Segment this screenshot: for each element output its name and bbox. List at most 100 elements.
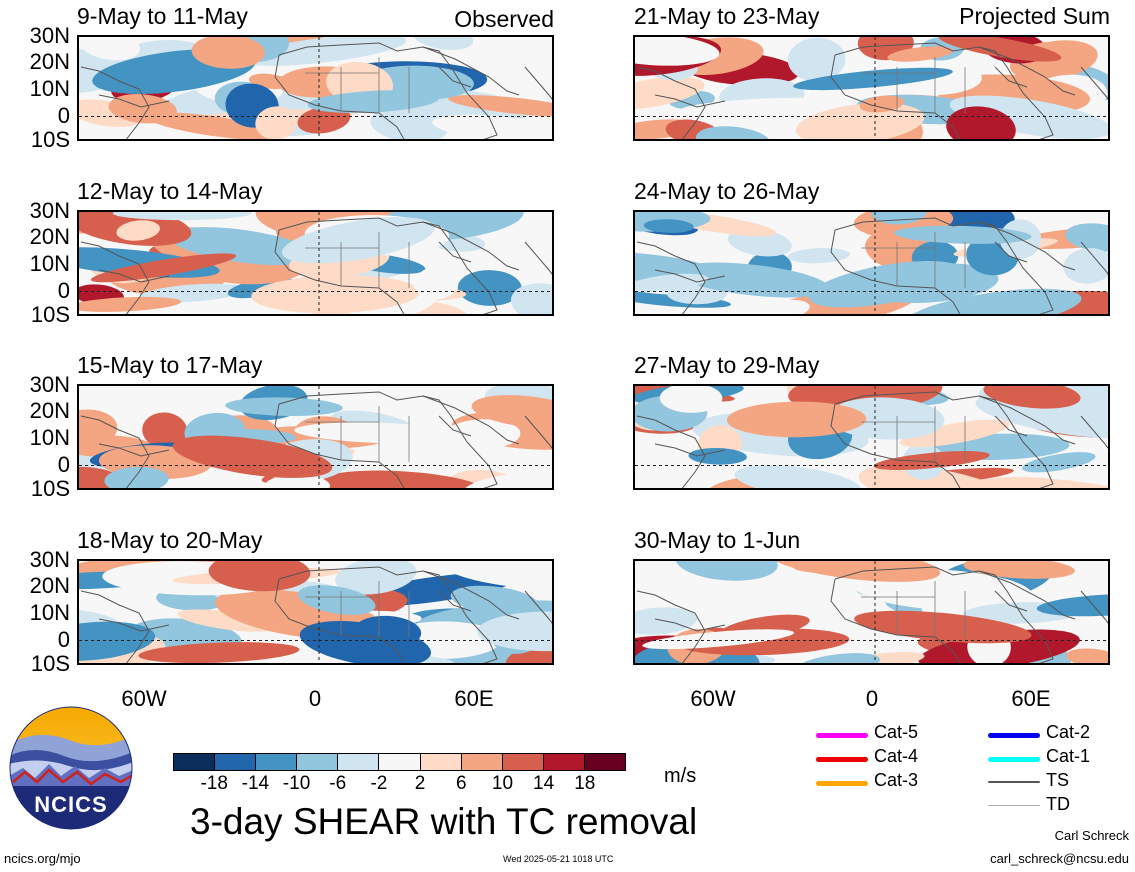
y-tick-label: 0 — [57, 627, 70, 652]
shear-map-panel — [77, 210, 554, 316]
shear-region — [734, 465, 861, 488]
shear-region — [448, 95, 552, 117]
shear-region — [191, 37, 265, 69]
panel-title: 27-May to 29-May — [634, 352, 820, 378]
shear-region — [934, 477, 1079, 488]
legend-label-cat-2: Cat-2 — [1046, 722, 1091, 742]
shear-region — [457, 270, 522, 306]
shear-map-panel — [77, 35, 554, 141]
legend-line-cat-3 — [816, 781, 868, 786]
shear-region — [294, 422, 471, 444]
shear-region — [1036, 593, 1108, 617]
y-tick-label: 20N — [29, 398, 70, 423]
panel-title: 12-May to 14-May — [77, 178, 263, 204]
shear-region — [167, 306, 302, 314]
x-tick-label: 60E — [1011, 686, 1051, 711]
shear-region — [441, 561, 552, 589]
shear-region — [116, 220, 160, 241]
shear-map-panel — [633, 384, 1110, 490]
colorbar-tick-label: 2 — [414, 773, 426, 794]
colorbar-tick-label: 14 — [533, 773, 555, 794]
shear-region — [938, 37, 1062, 62]
y-tick-label: 10N — [29, 600, 70, 625]
shear-map-panel — [633, 210, 1110, 316]
colorbar-swatch — [338, 754, 380, 770]
shear-region — [177, 609, 276, 632]
shear-region — [887, 46, 954, 62]
y-tick-label: 0 — [57, 452, 70, 477]
x-tick-label: 0 — [865, 686, 879, 711]
colorbar-swatch — [420, 754, 462, 770]
shear-region — [297, 106, 351, 134]
main-title: 3-day SHEAR with TC removal — [190, 801, 698, 842]
shear-region — [871, 212, 927, 225]
y-tick-label: 30N — [29, 198, 70, 223]
shear-region — [643, 219, 694, 233]
shear-region — [642, 629, 795, 650]
shear-region — [443, 419, 521, 450]
y-tick-label: 30N — [29, 547, 70, 572]
shear-region — [225, 397, 343, 416]
shear-region — [873, 451, 990, 470]
y-tick-label: 10S — [30, 302, 70, 327]
shear-region — [264, 474, 330, 488]
logo-text: NCICS — [34, 792, 108, 817]
colorbar-tick-label: -10 — [282, 773, 311, 794]
footer-author: Carl Schreck — [1054, 828, 1129, 843]
shear-region — [900, 419, 1010, 448]
shear-region — [659, 386, 723, 413]
shear-region — [1065, 223, 1108, 252]
shear-region — [808, 261, 963, 308]
shear-region — [854, 610, 1032, 644]
y-tick-label: 30N — [29, 372, 70, 397]
y-tick-label: 0 — [57, 103, 70, 128]
shear-region — [505, 643, 552, 663]
x-tick-label: 60E — [454, 686, 494, 711]
footer-email[interactable]: carl_schreck@ncsu.edu — [990, 851, 1129, 866]
colorbar-tick-label: -14 — [241, 773, 270, 794]
shear-region — [316, 470, 489, 488]
shear-region — [827, 397, 945, 440]
colorbar-swatch — [543, 754, 585, 770]
footer-url[interactable]: ncics.org/mjo — [4, 851, 81, 866]
shear-region — [168, 227, 316, 266]
colorbar-tick-label: -2 — [370, 773, 388, 794]
shear-region — [299, 621, 432, 663]
shear-region — [726, 401, 867, 438]
x-tick-label: 0 — [308, 686, 322, 711]
legend-label-cat-5: Cat-5 — [874, 722, 919, 742]
shear-region — [239, 37, 407, 66]
y-tick-label: 20N — [29, 224, 70, 249]
shear-region — [949, 95, 1108, 139]
shear-region — [797, 653, 881, 663]
shear-region — [112, 212, 252, 221]
colorbar — [173, 753, 626, 771]
y-tick-label: 10N — [29, 76, 70, 101]
shear-region — [307, 90, 440, 113]
shear-region — [477, 611, 552, 652]
legend-line-cat-5 — [816, 733, 868, 738]
colorbar-swatch — [379, 754, 421, 770]
colorbar-swatch — [461, 754, 503, 770]
shear-region — [471, 395, 552, 429]
shear-region — [251, 275, 420, 314]
colorbar-swatch — [174, 754, 216, 770]
shear-region — [1063, 248, 1108, 284]
panel-title: 30-May to 1-Jun — [634, 527, 801, 553]
legend-label-ts: TS — [1046, 770, 1070, 790]
shear-region — [138, 642, 300, 663]
shear-region — [104, 466, 169, 488]
shear-region — [297, 585, 376, 615]
shear-region — [894, 225, 1032, 244]
colorbar-tick-label: 6 — [455, 773, 467, 794]
panel-title: 24-May to 26-May — [634, 178, 820, 204]
shear-map-panel — [633, 35, 1110, 141]
shear-region — [79, 37, 140, 61]
shear-region — [963, 561, 1075, 579]
shear-region — [1066, 648, 1108, 663]
colorbar-swatch — [297, 754, 339, 770]
shear-region — [412, 37, 474, 50]
shear-region — [90, 253, 237, 283]
y-tick-label: 20N — [29, 573, 70, 598]
y-tick-label: 0 — [57, 278, 70, 303]
